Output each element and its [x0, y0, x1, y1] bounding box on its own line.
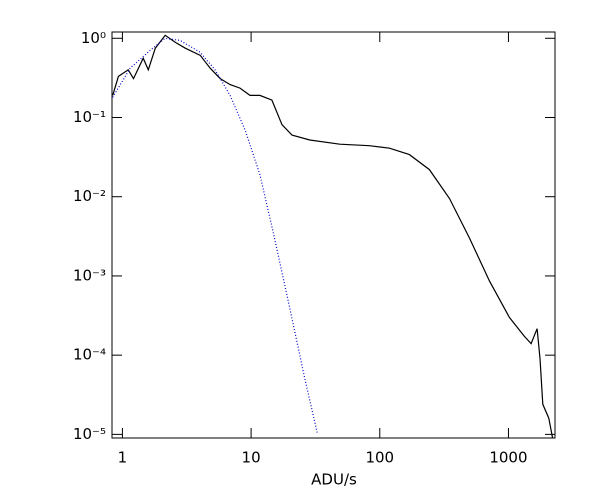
data-line	[112, 37, 319, 435]
plot-frame	[111, 31, 556, 439]
y-tick-label: 10⁻¹	[73, 108, 106, 126]
x-tick-label: 1000	[489, 449, 527, 467]
x-tick-label: 1	[118, 449, 128, 467]
x-tick-label: 100	[365, 449, 394, 467]
y-tick-label: 10⁻⁵	[73, 425, 106, 443]
y-tick-label: 10⁻⁴	[73, 346, 106, 364]
y-tick-label: 10⁻³	[73, 266, 106, 284]
y-tick-label: 10⁻²	[73, 187, 106, 205]
data-line	[112, 34, 554, 438]
x-axis-label: ADU/s	[311, 471, 357, 489]
y-tick-label: 10⁰	[81, 29, 106, 47]
x-tick-label: 10	[242, 449, 261, 467]
